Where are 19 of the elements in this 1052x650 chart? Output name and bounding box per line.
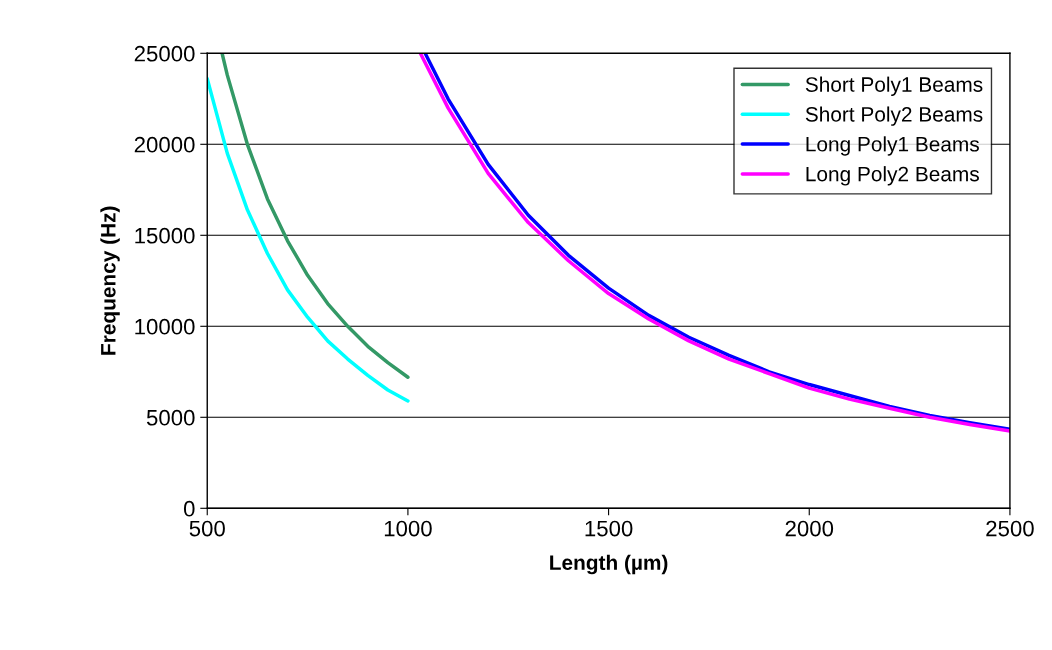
y-tick-label: 15000 xyxy=(135,227,195,244)
x-tick-label: 2000 xyxy=(785,520,834,537)
legend-label: Short Poly1 Beams xyxy=(805,76,983,97)
y-tick-label: 25000 xyxy=(134,45,195,62)
y-axis-title: Frequency (Hz) xyxy=(100,206,120,355)
legend-label: Short Poly2 Beams xyxy=(805,106,983,126)
x-tick-label: 500 xyxy=(189,520,225,537)
x-tick-label: 1000 xyxy=(384,520,432,537)
line-series xyxy=(220,53,410,379)
y-tick-label: 5000 xyxy=(146,409,195,426)
y-tick-label: 0 xyxy=(183,500,195,517)
legend-label: Long Poly1 Beams xyxy=(806,136,979,156)
x-tick-label: 1500 xyxy=(585,520,633,537)
legend-label: Long Poly2 Beams xyxy=(806,166,979,186)
x-axis-title: Length (µm) xyxy=(550,554,668,575)
y-tick-label: 10000 xyxy=(135,318,195,335)
y-tick-label: 20000 xyxy=(134,136,195,153)
line-series xyxy=(207,77,410,403)
x-tick-label: 2500 xyxy=(986,520,1034,537)
